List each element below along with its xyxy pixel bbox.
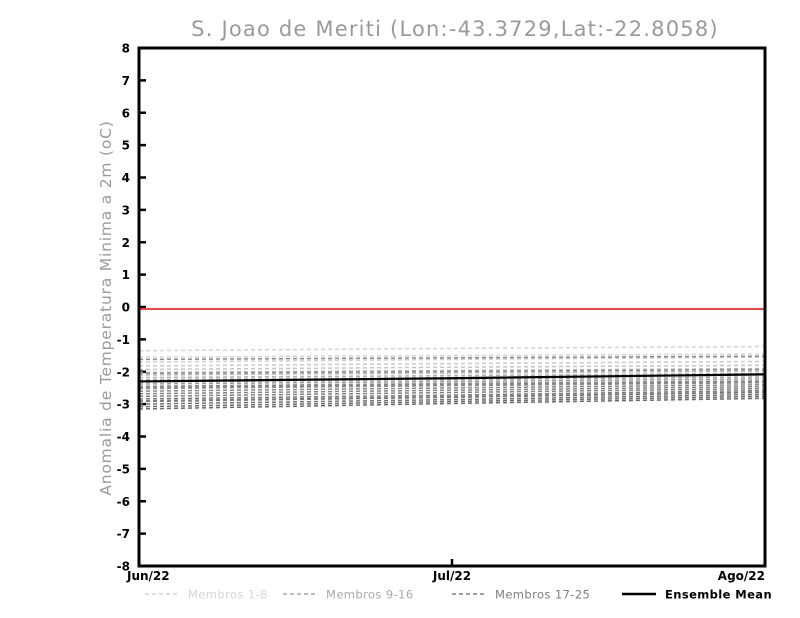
x-tick-label: Jun/22 [126,569,170,583]
y-tick-label: -2 [117,365,130,379]
member-line [139,345,765,352]
member-line [139,389,765,400]
member-line [139,376,765,383]
chart-title: S. Joao de Meriti (Lon:-43.3729,Lat:-22.… [191,17,719,41]
member-line [139,380,765,388]
y-tick-label: 2 [122,236,130,250]
y-tick-label: 7 [122,74,130,88]
y-tick-label: 3 [122,203,130,217]
member-line [139,383,765,392]
y-tick-label: 1 [122,268,130,282]
member-line [139,368,765,375]
y-tick-label: -8 [117,560,130,574]
legend-label: Membros 17-25 [495,588,590,602]
y-tick-label: 6 [122,106,130,120]
member-line [139,370,765,376]
legend-label: Membros 1-8 [188,588,268,602]
member-line [139,387,765,398]
member-line [139,364,765,371]
legend-label: Membros 9-16 [326,588,414,602]
member-line [139,372,765,379]
member-line [139,385,765,395]
y-tick-label: 5 [122,139,130,153]
y-tick-label: 4 [122,171,130,185]
y-axis-label: Anomalia de Temperatura Minima a 2m (oC) [97,120,115,495]
series-lines [139,345,765,410]
y-axis-ticks: 8 7 6 5 4 3 2 1 0 -1 -2 -3 -4 -5 -6 -7 -8 [117,42,146,574]
member-line [139,397,765,410]
y-tick-label: -5 [117,462,130,476]
member-line [139,381,765,389]
x-tick-label: Jul/22 [432,569,471,583]
member-line [139,367,765,374]
ensemble-mean-line [139,373,765,383]
member-line [139,360,765,367]
y-tick-label: -4 [117,430,130,444]
y-tick-label: 8 [122,42,130,56]
member-line [139,356,765,363]
member-line [139,353,765,358]
member-line [139,391,765,402]
plot-frame [137,46,767,568]
y-tick-label: 0 [122,301,130,315]
legend-label: Ensemble Mean [665,588,772,602]
member-line [139,393,765,405]
member-line [139,382,765,390]
y-tick-label: -7 [117,527,130,541]
member-line [139,355,765,361]
chart-legend: Membros 1-8 Membros 9-16 Membros 17-25 Ense… [145,588,772,602]
y-tick-label: -3 [117,398,130,412]
member-line [139,395,765,408]
y-tick-label: -1 [117,333,130,347]
x-axis-ticks: Jun/22 Jul/22 Ago/22 [126,559,767,583]
member-line [139,378,765,385]
x-tick-label: Ago/22 [718,569,765,583]
y-tick-label: -6 [117,495,130,509]
